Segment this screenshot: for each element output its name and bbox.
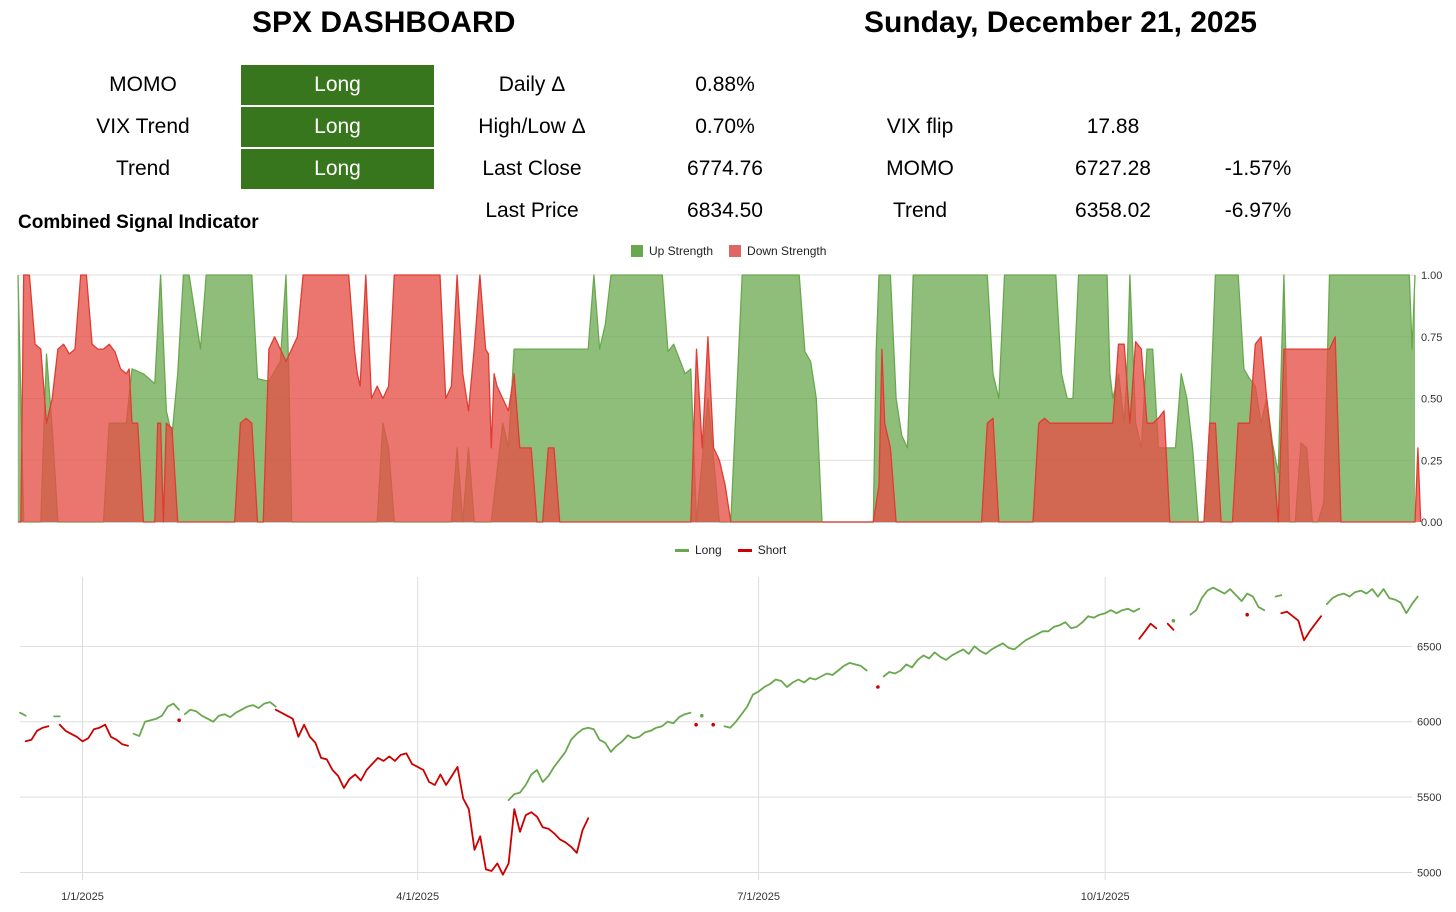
level-label-vix-flip: VIX flip <box>886 115 954 138</box>
legend-swatch-up <box>631 245 643 257</box>
level-label-trend: Trend <box>892 199 948 222</box>
level-value-momo: 6727.28 <box>1075 157 1151 180</box>
short-point-6 <box>876 685 880 689</box>
y-tick-label-2: 6000 <box>1417 717 1441 729</box>
long-point-5 <box>700 713 704 718</box>
level-pct-trend: -6.97% <box>1224 199 1292 222</box>
short-point-9 <box>1245 612 1249 617</box>
long-segment-3 <box>183 701 277 723</box>
signal-chart-title: Combined Signal Indicator <box>18 212 259 233</box>
stat-label-last-price: Last Price <box>485 199 579 222</box>
legend-label-long: Long <box>695 543 722 557</box>
x-tick-label-2: 7/1/2025 <box>737 891 780 903</box>
price-chart-legend: Long Short <box>675 543 786 557</box>
long-segment-9 <box>1189 586 1266 616</box>
y-tick-label-3: 6500 <box>1417 641 1441 653</box>
long-segment-11 <box>1325 588 1419 615</box>
signal-value-trend: Long <box>241 149 434 189</box>
signal-label-vix-trend: VIX Trend <box>96 115 190 138</box>
level-value-vix-flip: 17.88 <box>1086 115 1140 138</box>
level-pct-momo: -1.57% <box>1224 157 1292 180</box>
stat-label-daily-delta: Daily Δ <box>498 73 566 96</box>
signal-value-momo: Long <box>241 65 434 105</box>
long-segment-10 <box>1274 594 1283 598</box>
price-line-chart: 5000 5500 6000 6500 1/1/2025 4/1/2025 7/1/2025… <box>19 577 1441 903</box>
area-down-strength <box>18 275 1421 522</box>
y-tick-label-0: 5000 <box>1417 867 1441 879</box>
short-point-5 <box>711 722 715 727</box>
stat-value-daily-delta: 0.88% <box>695 73 755 96</box>
x-tick-label-3: 10/1/2025 <box>1081 891 1130 903</box>
signal-chart-legend: Up Strength Down Strength <box>631 244 826 258</box>
line-up-strength <box>17 274 1416 523</box>
stat-value-last-price: 6834.50 <box>687 199 763 222</box>
stat-value-last-close: 6774.76 <box>687 157 763 180</box>
signal-label-momo: MOMO <box>109 73 177 96</box>
y-tick-label-1: 0.75 <box>1421 332 1442 344</box>
long-segment-0 <box>19 711 27 717</box>
legend-swatch-down <box>729 245 742 257</box>
legend-label-short: Short <box>757 543 787 557</box>
short-segment-8 <box>1166 622 1175 631</box>
legend-label-down: Down Strength <box>747 244 827 258</box>
line-down-strength <box>18 274 1422 523</box>
short-segment-10 <box>1280 610 1322 642</box>
short-segment-7 <box>1138 622 1158 640</box>
dashboard-date: Sunday, December 21, 2025 <box>864 6 1257 39</box>
y-tick-label-1: 5500 <box>1417 792 1441 804</box>
signal-label-trend: Trend <box>115 157 171 180</box>
short-segment-3 <box>274 708 590 876</box>
long-segment-4 <box>507 711 692 801</box>
signal-area-chart: 1.00 0.75 0.50 0.25 0.00 <box>17 270 1442 529</box>
short-point-4 <box>694 722 698 727</box>
legend-label-up: Up Strength <box>649 244 714 258</box>
signal-value-vix-trend: Long <box>241 107 434 147</box>
x-tick-label-0: 1/1/2025 <box>61 891 104 903</box>
long-point-8 <box>1171 618 1176 623</box>
y-tick-label-4: 0.00 <box>1421 517 1442 529</box>
stat-label-last-close: Last Close <box>482 157 582 180</box>
legend-swatch-long <box>675 548 689 552</box>
y-tick-label-0: 1.00 <box>1421 270 1442 282</box>
stat-value-high-low-delta: 0.70% <box>695 115 755 138</box>
level-label-momo: MOMO <box>886 157 954 180</box>
legend-swatch-short <box>737 548 752 552</box>
level-value-trend: 6358.02 <box>1075 199 1151 222</box>
long-segment-7 <box>882 607 1141 678</box>
dashboard-title: SPX DASHBOARD <box>252 6 516 39</box>
x-tick-label-1: 4/1/2025 <box>396 891 439 903</box>
long-segment-6 <box>723 662 868 729</box>
y-tick-label-2: 0.50 <box>1421 394 1442 406</box>
long-segment-2 <box>132 702 180 737</box>
stat-label-high-low-delta: High/Low Δ <box>478 115 586 138</box>
short-point-2 <box>177 718 181 722</box>
short-segment-1 <box>58 723 129 747</box>
short-segment-0 <box>24 725 50 743</box>
y-tick-label-3: 0.25 <box>1421 455 1442 467</box>
